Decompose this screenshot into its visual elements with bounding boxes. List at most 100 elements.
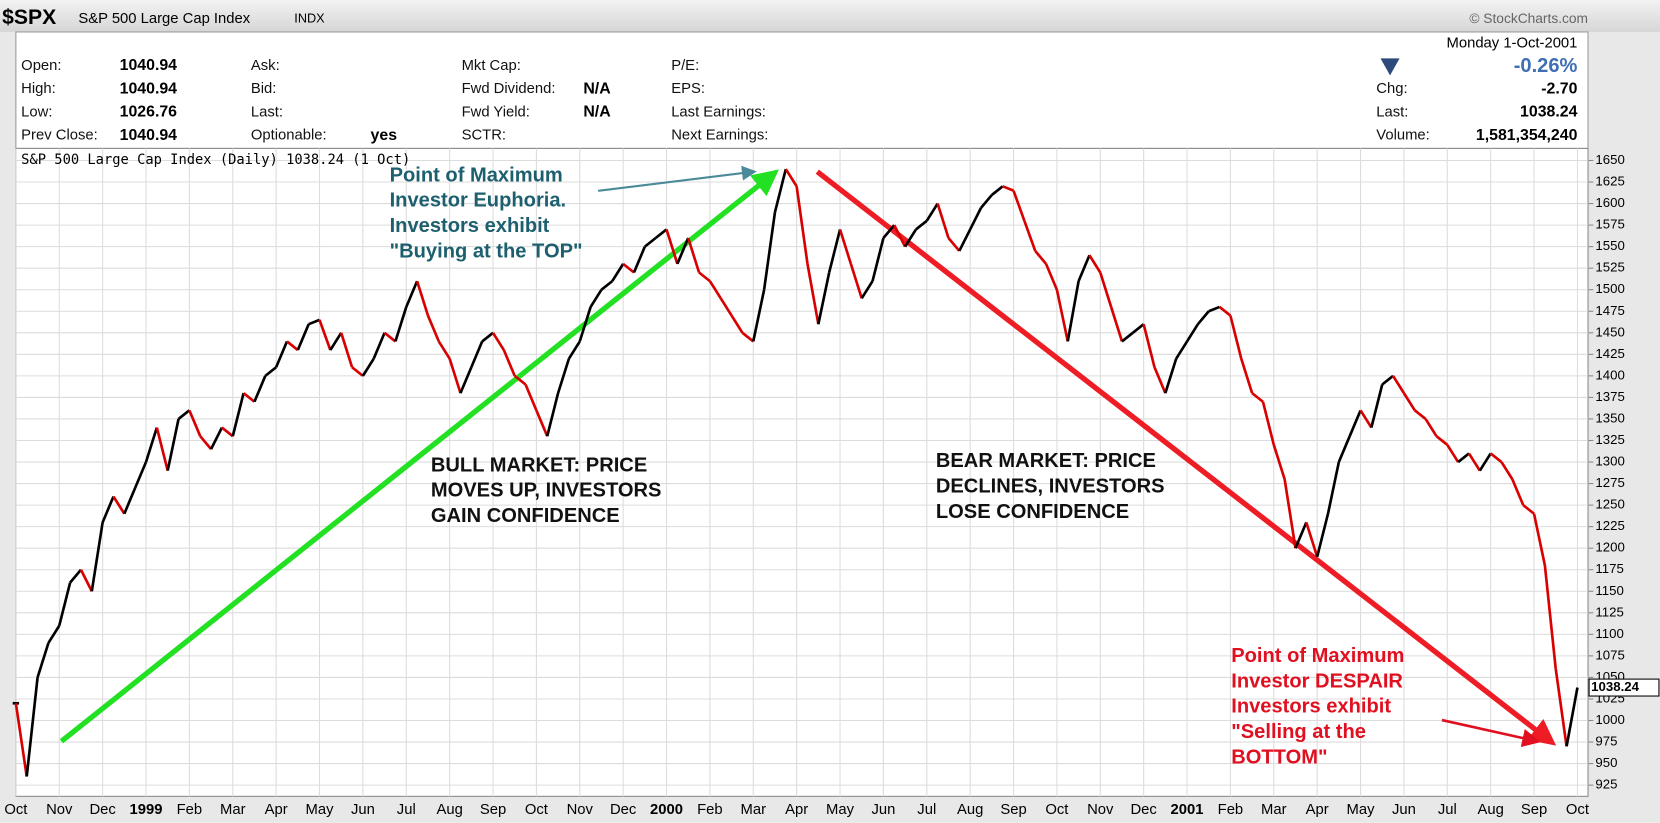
price-segment	[221, 426, 234, 438]
x-tick-label: 2000	[650, 802, 683, 818]
price-segment	[773, 168, 788, 213]
x-tick-label: Dec	[1130, 802, 1157, 818]
x-tick-label: 1999	[130, 802, 163, 818]
info-label: Last:	[251, 104, 283, 120]
price-segment	[133, 461, 148, 489]
x-tick-label: Jul	[397, 802, 416, 818]
price-segment	[795, 186, 809, 265]
x-tick-label: Jun	[351, 802, 375, 818]
price-segment	[838, 229, 853, 265]
price-segment	[394, 306, 408, 342]
y-tick-label: 1325	[1595, 432, 1624, 447]
x-tick-label: Feb	[177, 802, 203, 818]
y-tick-label: 1350	[1595, 410, 1624, 425]
annotation: "Selling at the	[1231, 721, 1366, 743]
x-tick-label: 2001	[1171, 802, 1204, 818]
price-segment	[1208, 305, 1221, 313]
price-segment	[470, 340, 484, 368]
price-segment	[936, 203, 950, 239]
price-segment	[57, 582, 72, 627]
price-segment	[665, 229, 679, 265]
price-segment	[611, 263, 625, 282]
price-segment	[762, 211, 777, 290]
x-tick-label: Jul	[1438, 802, 1457, 818]
plot-area	[15, 147, 1589, 797]
x-tick-label: May	[306, 802, 335, 818]
price-segment	[545, 392, 560, 437]
price-segment	[1391, 375, 1406, 394]
price-segment	[1121, 331, 1134, 343]
price-segment	[1370, 384, 1384, 428]
price-segment	[893, 224, 907, 248]
info-label: Fwd Yield:	[462, 104, 530, 120]
annotation: Investors exhibit	[1231, 696, 1391, 718]
annotation: Investors exhibit	[390, 215, 550, 237]
x-tick-label: Apr	[1306, 802, 1329, 818]
x-tick-label: Aug	[436, 802, 462, 818]
annotations: Point of Maximum Investor Euphoria. Invest…	[390, 164, 1405, 768]
price-segment	[827, 229, 842, 273]
price-segment	[1229, 315, 1243, 359]
price-segment	[1381, 374, 1394, 386]
info-label: EPS:	[671, 81, 705, 97]
price-segment	[90, 522, 104, 592]
price-segment	[383, 331, 397, 343]
y-tick-label: 1175	[1595, 561, 1623, 576]
y-tick-label: 1400	[1595, 367, 1624, 382]
price-segment	[1326, 461, 1341, 515]
price-segment	[274, 340, 289, 368]
price-segment	[1522, 504, 1535, 515]
price-segment	[968, 207, 983, 231]
price-segment	[513, 374, 527, 386]
price-segment	[1511, 478, 1525, 506]
price-segment	[264, 366, 277, 377]
y-tick-label: 925	[1595, 777, 1617, 792]
info-label: Last Earnings:	[671, 104, 766, 120]
x-tick-label: Oct	[525, 802, 548, 818]
price-segment	[1446, 444, 1460, 463]
price-segment	[177, 409, 191, 420]
price-segment	[817, 272, 831, 325]
price-segment	[1153, 366, 1167, 394]
bull-trend-arrow	[59, 169, 779, 744]
price-segment	[1272, 444, 1286, 480]
price-segment	[741, 331, 755, 343]
price-segment	[1066, 280, 1080, 342]
price-segment	[502, 349, 516, 377]
price-segment	[751, 289, 766, 342]
x-tick-label: Apr	[265, 802, 288, 818]
price-segment	[1034, 250, 1048, 265]
price-segment	[1239, 358, 1254, 394]
y-tick-label: 1250	[1595, 497, 1624, 512]
despair-arrow	[1441, 718, 1541, 748]
x-tick-label: Nov	[1087, 802, 1114, 818]
x-tick-label: Mar	[1261, 802, 1287, 818]
annotation: Point of Maximum	[390, 164, 563, 186]
price-segment	[14, 703, 29, 777]
price-segment	[979, 194, 993, 209]
plot	[15, 147, 1589, 797]
price-segment	[698, 271, 711, 283]
price-segment	[231, 392, 245, 437]
price-segment	[199, 435, 213, 450]
last-price-label: 1038.24	[1591, 679, 1639, 694]
header-bar	[0, 0, 1660, 32]
price-segment	[101, 495, 115, 523]
x-tick-label: Sep	[1000, 802, 1026, 818]
y-tick-label: 1200	[1595, 540, 1624, 555]
price-segment	[1532, 513, 1547, 566]
price-segment	[47, 625, 61, 644]
quote-value: 1,581,354,240	[1476, 127, 1578, 144]
x-tick-label: Feb	[697, 802, 723, 818]
annotation: Investor Euphoria.	[390, 190, 567, 212]
price-segment	[426, 315, 441, 342]
price-segment	[286, 340, 299, 352]
price-segment	[1283, 479, 1297, 549]
price-segment	[296, 323, 310, 351]
y-tick-label: 1425	[1595, 346, 1624, 361]
price-segment	[578, 306, 592, 342]
price-segment	[1478, 452, 1492, 472]
info-label: Mkt Cap:	[462, 58, 521, 74]
y-tick-label: 950	[1595, 755, 1617, 770]
price-segment	[1023, 220, 1037, 252]
